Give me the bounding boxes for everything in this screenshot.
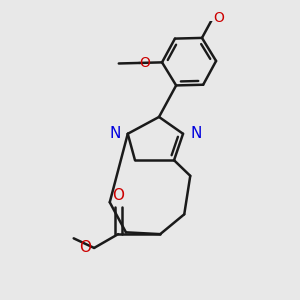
Text: O: O (213, 11, 224, 25)
Text: O: O (139, 56, 150, 70)
Text: O: O (112, 188, 124, 203)
Text: N: N (190, 126, 202, 141)
Text: O: O (79, 240, 91, 255)
Text: N: N (109, 126, 121, 141)
